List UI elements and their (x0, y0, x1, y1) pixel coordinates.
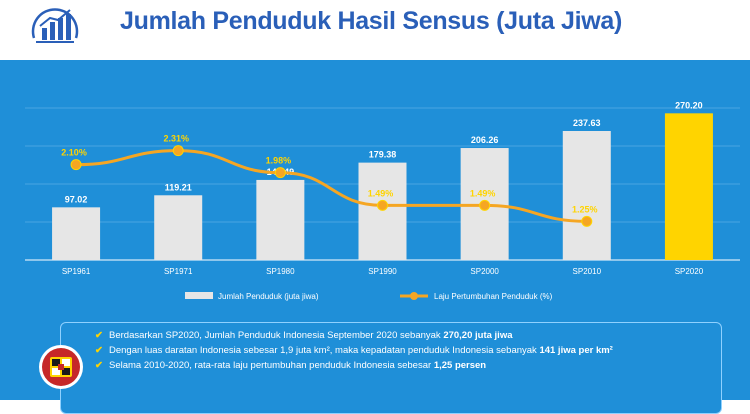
info-item-highlight: 1,25 persen (433, 360, 487, 371)
growth-rate-label: 1.49% (368, 188, 394, 198)
info-item: ✔ Dengan luas daratan Indonesia sebesar 1… (95, 344, 711, 358)
check-icon: ✔ (95, 360, 103, 371)
info-item: ✔ Selama 2010-2020, rata-rata laju pertum… (95, 359, 711, 373)
growth-rate-point (377, 199, 388, 211)
growth-rate-point (479, 199, 491, 211)
population-chart: 97.02SP1961119.21SP1971147.49SP1980179.3… (25, 100, 740, 301)
x-tick-label: SP2020 (675, 267, 704, 276)
x-tick-label: SP1990 (368, 267, 397, 276)
info-item-text: Dengan luas daratan Indonesia sebesar 1,… (109, 345, 540, 356)
growth-chart-icon (31, 8, 79, 43)
x-tick-label: SP1971 (164, 267, 193, 276)
check-icon: ✔ (95, 345, 103, 356)
x-tick-label: SP2010 (573, 267, 602, 276)
legend-bar-label: Jumlah Penduduk (juta jiwa) (218, 292, 319, 301)
bar (664, 113, 713, 260)
garuda-emblem-icon (39, 345, 83, 389)
bar-value-label: 270.20 (675, 100, 703, 110)
growth-rate-label: 1.25% (572, 204, 598, 214)
info-box: ✔ Berdasarkan SP2020, Jumlah Penduduk Ind… (60, 322, 722, 414)
growth-rate-label: 1.98% (266, 156, 292, 166)
bar-value-label: 97.02 (65, 194, 88, 204)
growth-rate-label: 2.31% (163, 134, 189, 144)
check-icon: ✔ (95, 330, 103, 341)
info-item-text: Berdasarkan SP2020, Jumlah Penduduk Indo… (109, 330, 444, 341)
bar-value-label: 237.63 (573, 118, 601, 128)
legend-line-label: Laju Pertumbuhan Penduduk (%) (434, 292, 553, 301)
bar (562, 131, 611, 260)
legend-bar-swatch (185, 292, 213, 299)
bar (52, 207, 101, 260)
info-item: ✔ Berdasarkan SP2020, Jumlah Penduduk Ind… (95, 329, 711, 343)
info-item-text: Selama 2010-2020, rata-rata laju pertumb… (109, 360, 434, 371)
bar-value-label: 119.21 (165, 182, 192, 192)
info-item-highlight: 270,20 juta jiwa (443, 330, 513, 341)
info-list: ✔ Berdasarkan SP2020, Jumlah Penduduk Ind… (61, 323, 721, 373)
legend-line-marker (410, 292, 418, 300)
growth-rate-label: 1.49% (470, 188, 496, 198)
growth-rate-line (76, 149, 587, 223)
growth-rate-point (172, 145, 184, 157)
page-title: Jumlah Penduduk Hasil Sensus (Juta Jiwa) (120, 7, 623, 35)
x-tick-label: SP1961 (62, 267, 91, 276)
x-tick-label: SP1980 (266, 267, 295, 276)
growth-rate-point (274, 167, 286, 179)
bar (358, 162, 407, 260)
bar (154, 195, 203, 260)
bar-value-label: 206.26 (471, 135, 499, 145)
growth-rate-label: 2.10% (61, 148, 87, 158)
x-tick-label: SP2000 (470, 267, 499, 276)
growth-rate-point (70, 159, 82, 171)
bar (256, 179, 305, 260)
info-item-highlight: 141 jiwa per km² (539, 345, 613, 356)
header: Jumlah Penduduk Hasil Sensus (Juta Jiwa) (0, 0, 750, 52)
growth-rate-point (581, 215, 593, 227)
bar-value-label: 179.38 (369, 150, 397, 160)
